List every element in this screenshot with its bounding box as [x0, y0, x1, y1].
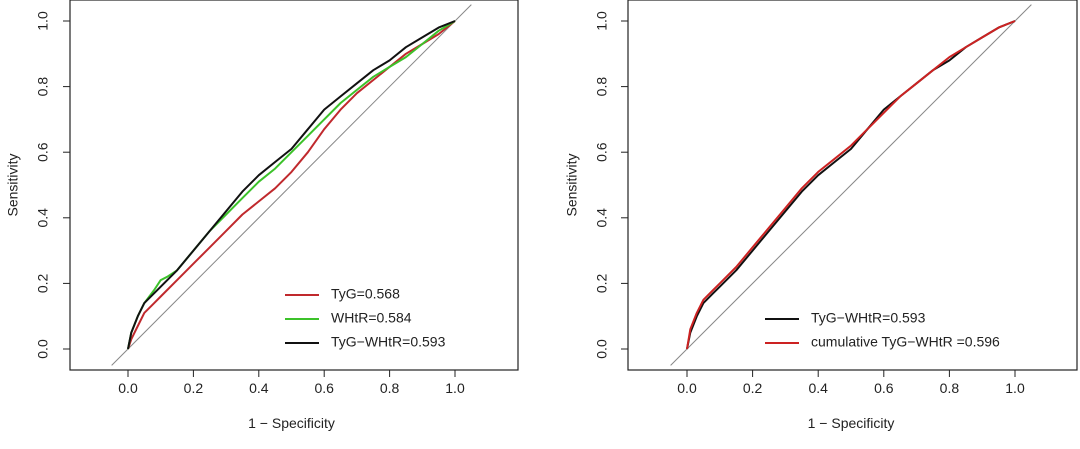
y-axis-title: Sensitivity	[564, 153, 580, 216]
x-axis-title: 1 − Specificity	[248, 415, 335, 431]
y-axis-title: Sensitivity	[5, 153, 21, 216]
reference-diagonal	[670, 4, 1032, 366]
y-tick-label: 0.0	[594, 339, 610, 359]
y-tick-label: 0.2	[594, 273, 610, 293]
reference-diagonal	[111, 4, 472, 366]
roc-curve-series-0	[686, 20, 1016, 350]
y-tick-label: 0.8	[35, 77, 51, 97]
x-tick-label: 0.0	[118, 380, 138, 396]
plot-frame	[69, 0, 519, 371]
legend-label: WHtR=0.584	[331, 310, 412, 326]
y-tick-label: 0.4	[35, 208, 51, 228]
x-axis-title: 1 − Specificity	[808, 415, 895, 431]
x-tick-label: 0.0	[677, 380, 697, 396]
x-tick-label: 0.4	[808, 380, 828, 396]
legend-label: TyG−WHtR=0.593	[811, 310, 926, 326]
roc-panel-right: 0.0 0.2 0.4 0.6 0.8 1.0 0.0 0.2 0.4 0.6 0.8 1.0 1 − …	[564, 0, 1078, 431]
x-tick-label: 1.0	[1005, 380, 1025, 396]
x-tick-label: 0.8	[940, 380, 960, 396]
legend-label: TyG−WHtR=0.593	[331, 334, 446, 350]
y-tick-label: 0.4	[594, 208, 610, 228]
y-tick-label: 0.6	[35, 142, 51, 162]
x-tick-label: 0.6	[874, 380, 894, 396]
x-tick-label: 0.2	[743, 380, 763, 396]
legend-label: cumulative TyG−WHtR =0.596	[811, 334, 1000, 350]
y-tick-label: 0.8	[594, 77, 610, 97]
y-tick-label: 1.0	[35, 11, 51, 31]
legend-label: TyG=0.568	[331, 286, 400, 302]
roc-curve-series-1	[686, 20, 1016, 350]
x-tick-label: 0.2	[184, 380, 204, 396]
y-tick-label: 0.0	[35, 339, 51, 359]
x-tick-label: 1.0	[445, 380, 465, 396]
roc-curve-series-1	[127, 20, 456, 350]
x-tick-label: 0.8	[380, 380, 400, 396]
x-tick-label: 0.4	[249, 380, 269, 396]
y-tick-label: 0.2	[35, 273, 51, 293]
y-tick-label: 0.6	[594, 142, 610, 162]
y-tick-label: 1.0	[594, 11, 610, 31]
x-tick-label: 0.6	[314, 380, 334, 396]
roc-panel-left: 0.0 0.2 0.4 0.6 0.8 1.0 0.0 0.2 0.4 0.6 0.8 1.0 1 − …	[5, 0, 519, 431]
roc-curve-series-2	[127, 20, 456, 350]
